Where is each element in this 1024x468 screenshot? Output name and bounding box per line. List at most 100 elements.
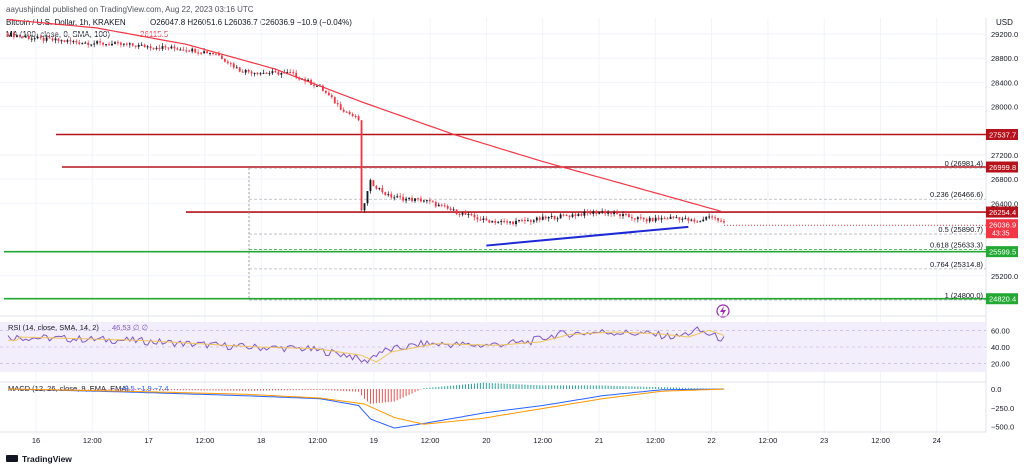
- rsi-legend[interactable]: RSI (14, close, SMA, 14, 2): [8, 323, 99, 332]
- candle-body: [256, 72, 259, 75]
- candle-body: [604, 211, 607, 214]
- time-tick-label: 18: [257, 436, 265, 445]
- price-badge-label: 25599.5: [989, 248, 1016, 257]
- candle-body: [553, 216, 556, 220]
- candle-body: [10, 32, 12, 37]
- candle-body: [72, 41, 75, 43]
- candle-body: [509, 221, 512, 223]
- candle-body: [636, 217, 639, 220]
- price-badge-label: 26999.8: [989, 163, 1016, 172]
- candle-body: [173, 46, 176, 49]
- candle-body: [711, 216, 714, 218]
- macd-legend[interactable]: MACD (12, 26, close, 9, EMA, EMA): [8, 384, 129, 393]
- candle-body: [512, 221, 514, 225]
- candle-body: [556, 218, 559, 220]
- candle-body: [586, 211, 589, 213]
- candle-body: [212, 53, 214, 55]
- candle-body: [518, 220, 520, 222]
- time-tick-label: 12:00: [308, 436, 327, 445]
- candle-body: [354, 115, 357, 117]
- candle-body: [723, 221, 725, 223]
- candle-body: [684, 218, 687, 220]
- candle-body: [13, 32, 15, 37]
- candle-body: [515, 220, 517, 225]
- candle-body: [69, 40, 72, 42]
- macd-histogram: [10, 382, 725, 404]
- candle-body: [111, 43, 113, 46]
- candle-body: [535, 217, 538, 221]
- last-price-countdown: 43:35: [992, 231, 1010, 238]
- candle-body: [167, 47, 170, 49]
- candle-body: [669, 216, 672, 219]
- price-badge: [986, 129, 1018, 141]
- candle-body: [27, 36, 30, 39]
- candle-body: [592, 211, 595, 214]
- candle-body: [137, 44, 140, 47]
- candle-body: [562, 214, 565, 216]
- ohlc-readout: O26047.8 H26051.6 L26036.7 C26036.9 −10.…: [150, 18, 352, 27]
- candle-body: [271, 71, 274, 74]
- rsi-tick-label: 60.00: [991, 326, 1010, 335]
- candle-body: [117, 42, 119, 44]
- candle-body: [327, 92, 330, 96]
- candle-body: [714, 217, 717, 219]
- candle-body: [93, 43, 96, 45]
- candle-body: [384, 192, 387, 195]
- candle-body: [440, 204, 443, 206]
- candle-body: [571, 214, 574, 217]
- candle-body: [529, 220, 532, 222]
- candle-body: [316, 85, 318, 87]
- candle-body: [197, 52, 200, 54]
- candle-body: [84, 42, 87, 44]
- candle-body: [369, 180, 372, 192]
- rsi-axis: 60.00 40.00 20.00: [0, 326, 1010, 369]
- candle-body: [589, 212, 592, 214]
- candle-body: [696, 221, 699, 223]
- candle-body: [467, 213, 470, 215]
- time-tick-label: 21: [595, 436, 603, 445]
- price-axis[interactable]: 29200.0 28800.0 28400.0 28000.0 27200.0 26800…: [991, 30, 1018, 281]
- candle-body: [452, 209, 455, 211]
- fib-level-label: 0.764 (25314.8): [930, 260, 983, 269]
- time-axis[interactable]: 16 12:00 17 12:00 18 12:00 19 12:00 20 12:00 21 12:…: [32, 436, 941, 445]
- candle-body: [235, 67, 238, 69]
- candle-body: [708, 216, 711, 218]
- candle-body: [372, 180, 375, 187]
- candle-body: [547, 216, 550, 219]
- candle-body: [414, 198, 416, 201]
- candle-body: [443, 205, 446, 207]
- time-tick-label: 12:00: [533, 436, 552, 445]
- candle-body: [18, 35, 21, 37]
- candle-body: [102, 42, 104, 45]
- candle-body: [565, 214, 568, 216]
- candle-body: [241, 71, 244, 73]
- candle-body: [449, 208, 452, 211]
- candle-body: [155, 47, 158, 49]
- candle-body: [434, 201, 437, 207]
- candle-body: [381, 188, 384, 193]
- tradingview-logo[interactable]: TradingView: [6, 454, 72, 464]
- candle-body: [473, 214, 476, 218]
- candle-body: [21, 36, 24, 38]
- candle-body: [693, 219, 696, 222]
- candle-body: [482, 218, 485, 220]
- candle-body: [417, 198, 419, 200]
- candle-body: [526, 220, 529, 222]
- candle-body: [521, 220, 523, 222]
- candle-body: [152, 48, 155, 50]
- symbol-title[interactable]: Bitcoin / U.S. Dollar, 1h, KRAKEN: [6, 18, 126, 27]
- candle-body: [105, 44, 107, 46]
- candle-body: [161, 46, 164, 49]
- candle-body: [149, 46, 152, 49]
- fib-level-label: 0 (26981.4): [945, 159, 984, 168]
- time-tick-label: 12:00: [759, 436, 778, 445]
- candle-body: [630, 217, 633, 219]
- candle-body: [622, 214, 624, 217]
- moving-average-line: [7, 18, 722, 212]
- alert-icon[interactable]: [716, 304, 730, 318]
- currency-label[interactable]: USD: [996, 18, 1013, 27]
- time-tick-label: 12:00: [196, 436, 215, 445]
- candle-body: [226, 61, 229, 64]
- candle-body: [170, 46, 173, 49]
- candle-body: [60, 40, 63, 42]
